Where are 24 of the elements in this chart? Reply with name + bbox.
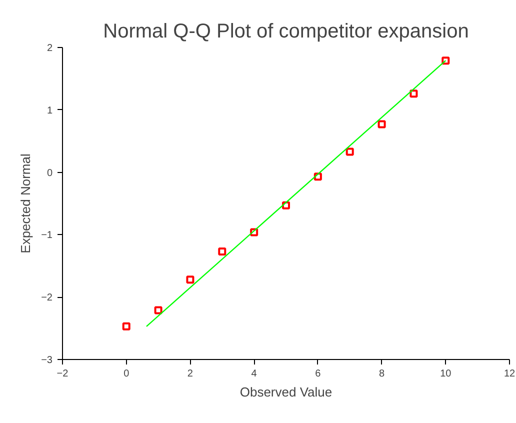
chart-title: Normal Q-Q Plot of competitor expansion: [103, 20, 469, 42]
x-tick-label: 8: [379, 368, 386, 380]
x-tick-label: 12: [504, 368, 516, 380]
point: [218, 248, 226, 256]
y-tick-label: −2: [41, 292, 53, 304]
x-tick-label: 6: [315, 368, 322, 380]
x-tick-label: 4: [251, 368, 258, 380]
point: [186, 276, 194, 284]
x-tick-label: 2: [187, 368, 194, 380]
y-tick-label: 1: [46, 105, 53, 116]
point: [410, 90, 418, 98]
y-axis-title: Expected Normal: [18, 154, 34, 254]
y-tick-label: −3: [41, 355, 53, 366]
point: [378, 120, 386, 128]
x-tick-label: 10: [440, 368, 452, 380]
y-tick-label: 2: [46, 43, 53, 54]
point: [122, 322, 130, 330]
x-axis-title: Observed Value: [240, 384, 332, 400]
y-tick-label: 0: [46, 168, 53, 179]
x-tick-label: −2: [56, 368, 69, 380]
x-tick-label: 0: [124, 368, 130, 380]
point: [154, 306, 162, 314]
y-tick-label: −1: [41, 230, 53, 242]
point: [346, 148, 354, 156]
